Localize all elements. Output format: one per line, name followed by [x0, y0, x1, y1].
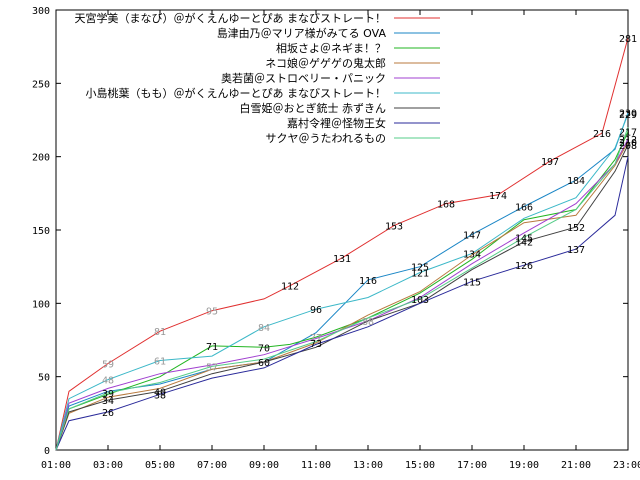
series-line-8 [55, 127, 629, 451]
legend-label: 島津由乃＠マリア様がみてる OVA [217, 26, 387, 40]
x-tick-label: 03:00 [93, 460, 123, 471]
data-label: 88 [362, 317, 374, 328]
data-label: 166 [515, 203, 533, 214]
x-tick-label: 23:00 [613, 460, 640, 471]
y-tick-label: 250 [32, 79, 50, 90]
series-line-1 [55, 112, 629, 451]
series-line-5 [55, 113, 629, 451]
series-line-4 [55, 138, 629, 451]
legend-label: 相坂さよ＠ネギま！？ [276, 42, 386, 55]
y-tick-label: 150 [32, 226, 50, 237]
data-label: 115 [463, 277, 481, 288]
point-labels: 59 81 95 112 131 153 168 174 197 216 281 116 125 147 1… [102, 34, 637, 419]
series-line-7 [55, 156, 629, 451]
data-label: 95 [206, 307, 218, 318]
series-line-2 [55, 131, 629, 451]
data-label: 208 [619, 141, 637, 152]
data-label: 153 [385, 222, 403, 233]
data-label: 96 [310, 305, 322, 316]
x-tick-label: 17:00 [457, 460, 487, 471]
y-tick-label: 300 [32, 6, 50, 17]
data-label: 147 [463, 230, 481, 241]
data-label: 142 [515, 238, 533, 249]
data-label: 216 [593, 129, 611, 140]
series-line-3 [55, 141, 629, 451]
x-tick-label: 11:00 [301, 460, 331, 471]
data-label: 168 [437, 200, 455, 211]
series-lines [55, 37, 629, 451]
data-label: 77 [310, 333, 322, 344]
legend-label: 奥若菌＠ストロベリー・パニック [221, 71, 386, 85]
data-label: 48 [102, 376, 114, 387]
x-tick-label: 13:00 [353, 460, 383, 471]
data-label: 121 [411, 269, 429, 280]
data-label: 217 [619, 128, 637, 139]
data-label: 197 [541, 157, 559, 168]
data-label: 230 [619, 109, 637, 120]
series-line-0 [55, 37, 629, 451]
x-tick-label: 19:00 [509, 460, 539, 471]
data-label: 61 [154, 357, 166, 368]
x-tick-label: 01:00 [41, 460, 71, 471]
data-label: 281 [619, 34, 637, 45]
legend-label: 嘉村令裡＠怪物王女 [287, 116, 386, 130]
data-label: 137 [567, 245, 585, 256]
data-label: 125 [411, 263, 429, 274]
y-tick-label: 100 [32, 299, 50, 310]
y-tick-label: 0 [44, 446, 50, 457]
data-label: 34 [102, 396, 114, 407]
data-label: 38 [154, 390, 166, 401]
data-label: 39 [102, 389, 114, 400]
data-label: 71 [206, 342, 218, 353]
data-label: 184 [567, 176, 585, 187]
x-tick-label: 09:00 [249, 460, 279, 471]
legend-label: 小島桃葉（もも）＠がくえんゆーとぴあ まなびストレート！ [86, 86, 387, 100]
x-tick-label: 05:00 [145, 460, 175, 471]
data-label: 134 [463, 249, 481, 260]
data-label: 26 [102, 408, 114, 419]
y-tick-label: 50 [38, 373, 50, 384]
legend-label: サクヤ＠うたわれるもの [266, 132, 386, 145]
data-label: 59 [102, 359, 114, 370]
data-label: 70 [258, 343, 270, 354]
data-label: 152 [567, 223, 585, 234]
data-label: 131 [333, 254, 351, 265]
data-label: 57 [206, 362, 218, 373]
data-label: 116 [359, 276, 377, 287]
data-label: 40 [154, 387, 166, 398]
y-axis: 0 50 100 150 200 250 300 [32, 6, 628, 457]
data-label: 145 [515, 233, 533, 244]
data-label: 73 [310, 339, 322, 350]
legend-label: 天宮学美（まなび）＠がくえんゆーとぴあ まなびストレート！ [75, 11, 387, 25]
data-label: 103 [411, 295, 429, 306]
data-label: 229 [619, 110, 637, 121]
x-tick-label: 07:00 [197, 460, 227, 471]
data-label: 174 [489, 191, 507, 202]
data-label: 81 [154, 327, 166, 338]
legend-label: 白雪姫＠おとぎ銃士 赤ずきん [240, 101, 387, 115]
data-label: 112 [281, 282, 299, 293]
x-tick-label: 21:00 [561, 460, 591, 471]
data-label: 60 [258, 358, 270, 369]
series-line-6 [55, 144, 629, 451]
x-axis: 01:00 03:00 05:00 07:00 09:00 11:00 13:00 15:00… [41, 10, 640, 471]
y-tick-label: 200 [32, 153, 50, 164]
legend-label: ネコ娘＠ゲゲゲの鬼太郎 [265, 56, 386, 70]
data-label: 84 [258, 323, 270, 334]
data-label: 126 [515, 261, 533, 272]
legend: 天宮学美（まなび）＠がくえんゆーとぴあ まなびストレート！島津由乃＠マリア様がみ… [75, 11, 440, 145]
x-tick-label: 15:00 [405, 460, 435, 471]
data-label: 210 [619, 138, 637, 149]
data-label: 212 [619, 135, 637, 146]
